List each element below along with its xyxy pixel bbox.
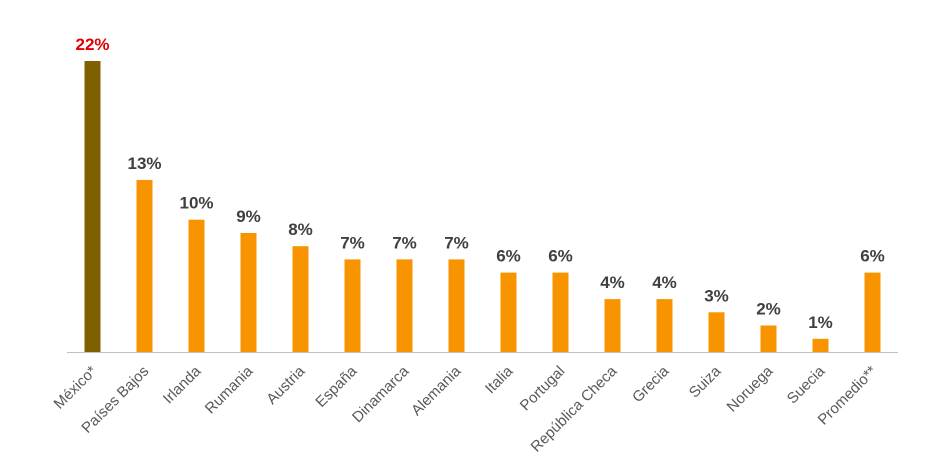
category-label-8: Italia bbox=[482, 362, 517, 397]
value-label-9: 6% bbox=[548, 247, 573, 266]
bar-9 bbox=[552, 272, 569, 352]
category-label-0: México* bbox=[51, 363, 101, 413]
value-label-15: 6% bbox=[860, 247, 885, 266]
value-label-10: 4% bbox=[600, 273, 625, 292]
bar-7 bbox=[448, 259, 465, 352]
category-label-11: Grecia bbox=[629, 362, 673, 406]
value-label-4: 8% bbox=[288, 220, 313, 239]
value-label-14: 1% bbox=[808, 313, 833, 332]
value-label-6: 7% bbox=[392, 233, 417, 252]
bar-15 bbox=[864, 272, 881, 352]
value-label-2: 10% bbox=[179, 194, 213, 213]
bar-3 bbox=[240, 233, 257, 352]
bar-0 bbox=[84, 61, 101, 352]
bar-1 bbox=[136, 180, 153, 352]
bar-10 bbox=[604, 299, 621, 352]
category-label-14: Suecia bbox=[784, 362, 829, 407]
bars-group bbox=[84, 61, 881, 352]
value-label-11: 4% bbox=[652, 273, 677, 292]
category-label-12: Suiza bbox=[686, 362, 725, 401]
value-label-3: 9% bbox=[236, 207, 261, 226]
value-label-13: 2% bbox=[756, 300, 781, 319]
bar-4 bbox=[292, 246, 309, 352]
category-label-6: Dinamarca bbox=[349, 362, 413, 426]
bar-14 bbox=[812, 338, 829, 352]
value-label-12: 3% bbox=[704, 286, 729, 305]
category-label-9: Portugal bbox=[517, 363, 569, 415]
category-label-7: Alemania bbox=[408, 362, 465, 419]
category-label-13: Noruega bbox=[724, 362, 777, 415]
value-label-0: 22% bbox=[75, 35, 109, 54]
bar-12 bbox=[708, 312, 725, 352]
value-label-8: 6% bbox=[496, 247, 521, 266]
category-label-3: Rumania bbox=[202, 362, 257, 417]
bar-2 bbox=[188, 219, 205, 352]
bar-8 bbox=[500, 272, 517, 352]
value-label-7: 7% bbox=[444, 233, 469, 252]
category-label-2: Irlanda bbox=[160, 362, 205, 407]
bar-6 bbox=[396, 259, 413, 352]
value-label-1: 13% bbox=[127, 154, 161, 173]
bar-11 bbox=[656, 299, 673, 352]
bar-5 bbox=[344, 259, 361, 352]
category-label-5: España bbox=[312, 362, 360, 410]
category-label-4: Austria bbox=[263, 362, 308, 407]
value-label-5: 7% bbox=[340, 233, 365, 252]
value-labels-group: 22% 13% 10% 9% 8% 7% 7% 7% 6% 6% 4% 4% 3% 2% 1% 6% bbox=[75, 35, 884, 332]
bar-13 bbox=[760, 325, 777, 352]
